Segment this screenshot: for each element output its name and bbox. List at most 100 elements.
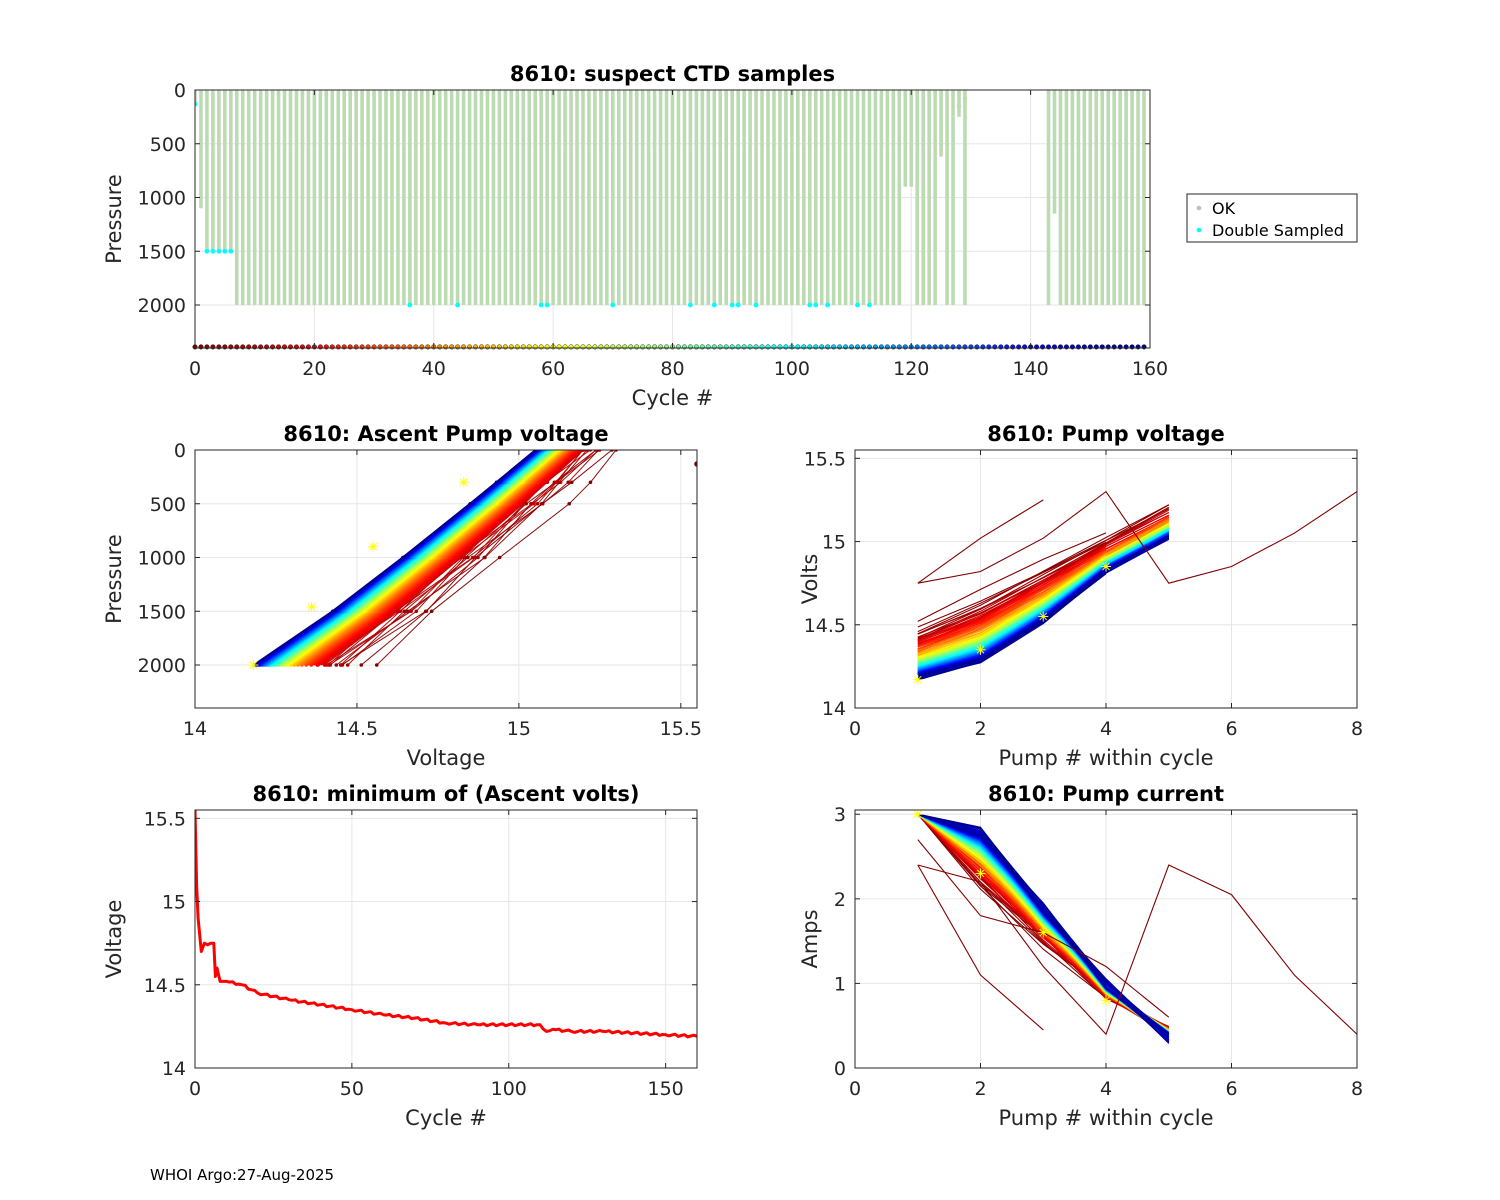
y-tick-label: 1 bbox=[834, 973, 846, 995]
x-tick-label: 2 bbox=[974, 1078, 986, 1100]
y-tick-label: 14 bbox=[162, 1058, 186, 1080]
cycle-marker bbox=[449, 344, 455, 350]
x-tick-label: 140 bbox=[1012, 358, 1048, 380]
cycle-marker bbox=[389, 344, 395, 350]
x-tick-label: 6 bbox=[1225, 718, 1237, 740]
cycle-marker bbox=[878, 344, 884, 350]
cycle-marker bbox=[872, 344, 878, 350]
ascent-point bbox=[429, 609, 434, 614]
cycle-marker bbox=[831, 344, 837, 350]
y-tick-label: 15.5 bbox=[144, 808, 186, 830]
cycle-marker bbox=[855, 344, 861, 350]
legend-ok-label: OK bbox=[1212, 199, 1236, 218]
cycle-marker bbox=[765, 344, 771, 350]
x-tick-label: 80 bbox=[660, 358, 684, 380]
cycle-marker bbox=[998, 344, 1004, 350]
cycle-marker bbox=[574, 344, 580, 350]
cycle-marker bbox=[204, 344, 210, 350]
legend-double-label: Double Sampled bbox=[1212, 221, 1344, 240]
axes-box bbox=[194, 809, 698, 1069]
cycle-marker bbox=[646, 344, 652, 350]
double-sampled-point bbox=[753, 302, 759, 308]
yellow-marker bbox=[975, 868, 986, 879]
x-axis-label: Pump # within cycle bbox=[999, 1106, 1214, 1130]
cycle-marker bbox=[395, 344, 401, 350]
cycle-marker bbox=[401, 344, 407, 350]
cycle-marker bbox=[1105, 344, 1111, 350]
chart-title: 8610: suspect CTD samples bbox=[510, 62, 835, 86]
double-sampled-point bbox=[867, 302, 872, 308]
cycle-marker bbox=[1069, 344, 1075, 350]
legend-box bbox=[1186, 193, 1358, 243]
plot-content bbox=[195, 90, 1146, 308]
cycle-marker bbox=[1022, 344, 1028, 350]
cycle-marker bbox=[556, 344, 562, 350]
chart-title: 8610: Pump voltage bbox=[987, 422, 1225, 446]
cycle-marker bbox=[914, 344, 920, 350]
cycle-marker bbox=[443, 344, 449, 350]
cycle-marker bbox=[1135, 344, 1141, 350]
axes-pumpv: 0 2 4 6 8 14 14.5 15 15.5 8610: Pump voltage Pump … bbox=[798, 422, 1363, 770]
axes-ascent: 14 14.5 15 15.5 0 500 1000 1500 2000 8610: Ascent… bbox=[102, 422, 702, 770]
cycle-marker bbox=[938, 344, 944, 350]
ascent-point bbox=[497, 555, 502, 560]
yellow-marker bbox=[248, 660, 259, 670]
ascent-profile-line bbox=[376, 450, 617, 666]
cycle-marker bbox=[407, 344, 413, 350]
yellow-marker bbox=[1038, 927, 1049, 938]
cycle-marker bbox=[329, 344, 335, 350]
cycle-marker bbox=[616, 344, 622, 350]
chart-title: 8610: minimum of (Ascent volts) bbox=[252, 782, 639, 806]
cycle-marker bbox=[747, 344, 753, 350]
pump-current-special-line bbox=[917, 864, 1044, 1031]
cycle-marker bbox=[1099, 344, 1105, 350]
y-tick-label: 500 bbox=[150, 494, 186, 516]
y-tick-label: 14.5 bbox=[144, 975, 186, 997]
ascent-point bbox=[588, 480, 593, 485]
cycle-marker bbox=[520, 344, 526, 350]
y-tick-label: 0 bbox=[174, 80, 186, 102]
cycle-marker bbox=[586, 344, 592, 350]
x-tick-label: 0 bbox=[189, 1078, 201, 1100]
cycle-marker bbox=[956, 344, 962, 350]
double-sampled-point bbox=[711, 302, 717, 308]
ascent-point bbox=[402, 609, 407, 614]
x-tick-label: 4 bbox=[1100, 1078, 1112, 1100]
yellow-marker bbox=[368, 541, 379, 552]
yellow-marker bbox=[1038, 611, 1049, 622]
cycle-marker bbox=[634, 344, 640, 350]
cycle-marker bbox=[711, 344, 717, 350]
cycle-marker bbox=[383, 344, 389, 350]
x-tick-label: 100 bbox=[774, 358, 810, 380]
cycle-marker bbox=[1123, 344, 1129, 350]
yellow-marker bbox=[306, 601, 317, 612]
cycle-marker bbox=[490, 344, 496, 350]
cycle-marker bbox=[592, 344, 598, 350]
cycle-marker bbox=[240, 344, 246, 350]
cycle-marker bbox=[1093, 344, 1099, 350]
cycle-marker bbox=[461, 344, 467, 350]
x-tick-label: 0 bbox=[849, 1078, 861, 1100]
double-sampled-point bbox=[544, 302, 550, 308]
ascent-point bbox=[423, 609, 428, 614]
cycle-marker bbox=[365, 344, 371, 350]
cycle-marker bbox=[705, 344, 711, 350]
y-tick-label: 1000 bbox=[138, 188, 186, 210]
x-tick-label: 0 bbox=[189, 358, 201, 380]
y-tick-label: 1500 bbox=[138, 241, 186, 263]
double-sampled-point bbox=[407, 302, 413, 308]
y-tick-label: 15 bbox=[162, 892, 186, 914]
cycle-marker bbox=[467, 344, 473, 350]
cycle-marker bbox=[479, 344, 485, 350]
ascent-point bbox=[374, 663, 379, 667]
cycle-marker bbox=[622, 344, 628, 350]
cycle-marker bbox=[640, 344, 646, 350]
cycle-marker bbox=[222, 344, 228, 350]
x-tick-label: 50 bbox=[340, 1078, 364, 1100]
x-tick-label: 0 bbox=[849, 718, 861, 740]
y-axis-label: Pressure bbox=[102, 174, 126, 264]
ascent-point bbox=[408, 609, 413, 614]
cycle-marker bbox=[246, 344, 252, 350]
x-tick-label: 8 bbox=[1351, 1078, 1363, 1100]
ascent-point bbox=[326, 663, 331, 667]
